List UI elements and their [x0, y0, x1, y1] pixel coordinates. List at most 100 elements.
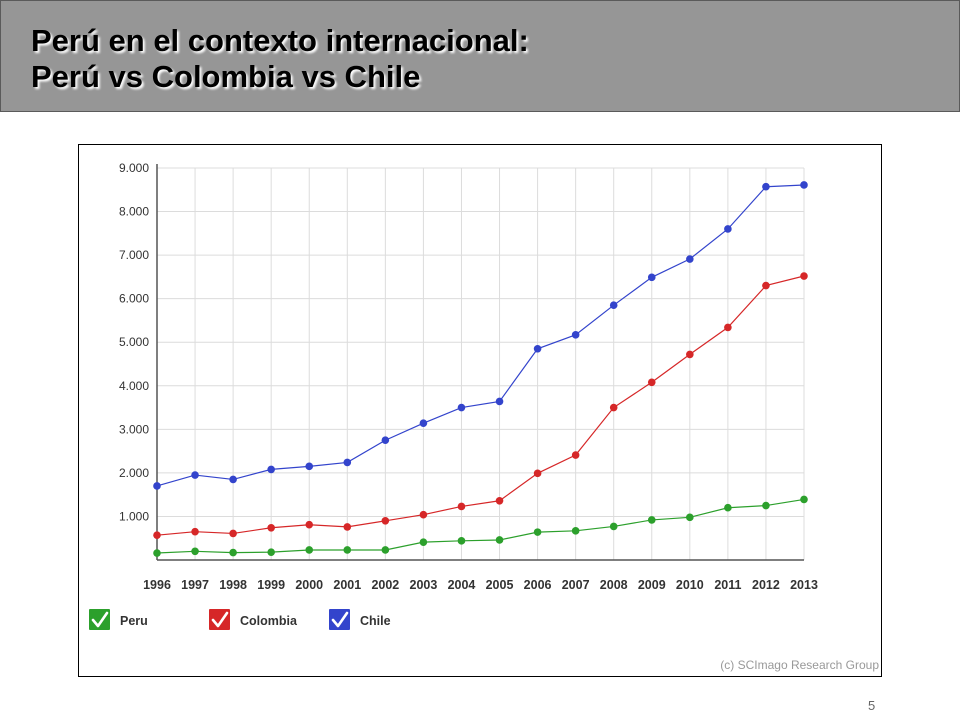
y-tick-label: 2.000	[119, 466, 149, 480]
data-point-chile	[609, 301, 618, 309]
data-point-peru	[229, 548, 237, 557]
data-point-chile	[495, 397, 504, 406]
data-point-colombia	[762, 281, 770, 290]
x-tick-label: 1998	[219, 578, 247, 592]
data-point-colombia	[457, 502, 466, 511]
x-tick-label: 2010	[676, 578, 704, 592]
data-point-chile	[457, 403, 466, 412]
data-point-peru	[153, 549, 161, 557]
x-tick-label: 2000	[295, 578, 323, 592]
x-tick-label: 2001	[333, 578, 361, 592]
legend-label: Chile	[360, 614, 391, 628]
x-tick-label: 2013	[790, 578, 818, 592]
data-point-chile	[724, 225, 732, 233]
data-point-colombia	[267, 523, 275, 532]
legend-item-peru: Peru	[89, 609, 148, 630]
x-tick-label: 2004	[448, 578, 476, 592]
x-tick-label: 2007	[562, 578, 590, 592]
data-point-chile	[343, 458, 352, 467]
checkmark-icon	[211, 611, 229, 628]
data-point-chile	[305, 462, 314, 471]
y-tick-label: 6.000	[119, 292, 149, 306]
watermark-text: (c) SCImago Research Group	[720, 658, 879, 672]
checkmark-icon	[331, 611, 349, 628]
x-tick-label: 2005	[486, 578, 514, 592]
data-point-peru	[267, 548, 275, 556]
data-point-colombia	[571, 451, 580, 459]
data-point-chile	[571, 331, 580, 339]
y-tick-label: 7.000	[119, 248, 149, 262]
data-point-chile	[533, 344, 542, 353]
data-point-peru	[419, 538, 428, 546]
data-point-chile	[647, 273, 656, 282]
data-point-peru	[457, 537, 466, 545]
data-point-colombia	[419, 510, 428, 519]
data-point-chile	[381, 436, 390, 445]
data-point-colombia	[647, 378, 656, 387]
data-point-peru	[647, 516, 656, 524]
checkmark-icon	[91, 611, 109, 628]
data-point-colombia	[229, 529, 237, 538]
legend-item-chile: Chile	[329, 609, 391, 630]
x-tick-label: 1999	[257, 578, 285, 592]
page-number: 5	[868, 698, 876, 713]
data-point-colombia	[800, 272, 808, 280]
data-point-peru	[686, 513, 694, 522]
data-point-colombia	[343, 523, 352, 531]
y-tick-label: 4.000	[119, 379, 149, 393]
data-point-chile	[686, 255, 694, 263]
series-line-chile	[156, 184, 805, 487]
data-point-colombia	[191, 527, 199, 536]
chart-container: 1.000 2.000 3.000 4.000 5.000 6.000 7.000 8.000…	[78, 144, 882, 677]
y-tick-label: 1.000	[119, 509, 149, 523]
data-point-peru	[191, 547, 199, 556]
data-point-peru	[495, 536, 504, 544]
data-point-peru	[305, 546, 314, 554]
y-tick-label: 9.000	[119, 161, 149, 175]
legend-label: Peru	[120, 614, 148, 628]
data-point-peru	[609, 522, 618, 531]
slide-title-bar: Perú en el contexto internacional: Perú …	[0, 0, 960, 112]
data-point-peru	[343, 546, 352, 554]
data-point-chile	[419, 419, 428, 428]
legend-label: Colombia	[240, 614, 298, 628]
x-tick-label: 2003	[410, 578, 438, 592]
data-point-colombia	[153, 531, 161, 539]
data-point-peru	[800, 495, 808, 504]
data-point-peru	[571, 527, 580, 535]
y-tick-label: 8.000	[119, 205, 149, 219]
data-point-colombia	[686, 350, 694, 359]
data-point-peru	[533, 528, 542, 536]
data-point-chile	[153, 482, 161, 490]
data-point-colombia	[533, 469, 542, 478]
data-point-chile	[191, 471, 199, 479]
data-point-chile	[800, 181, 808, 189]
data-point-chile	[229, 475, 237, 484]
series-line-peru	[156, 498, 805, 554]
data-point-colombia	[495, 496, 504, 505]
x-tick-label: 2008	[600, 578, 628, 592]
x-tick-label: 2012	[752, 578, 780, 592]
x-tick-label: 2011	[714, 578, 741, 592]
x-tick-label: 2009	[638, 578, 666, 592]
data-point-chile	[762, 182, 770, 191]
x-tick-label: 2006	[524, 578, 552, 592]
line-chart: 1.000 2.000 3.000 4.000 5.000 6.000 7.000 8.000…	[89, 161, 879, 672]
data-point-colombia	[724, 323, 732, 332]
x-tick-label: 1996	[143, 578, 171, 592]
legend-item-colombia: Colombia	[209, 609, 298, 630]
y-tick-label: 3.000	[119, 422, 149, 436]
data-point-colombia	[305, 520, 314, 529]
x-tick-label: 2002	[371, 578, 399, 592]
y-tick-label: 5.000	[119, 335, 149, 349]
series-line-colombia	[156, 275, 805, 536]
data-point-peru	[724, 503, 732, 512]
data-point-peru	[762, 501, 770, 510]
data-point-chile	[267, 465, 275, 474]
data-point-peru	[381, 546, 390, 554]
data-point-colombia	[609, 403, 618, 412]
slide-title-line-1: Perú en el contexto internacional:	[31, 23, 529, 58]
data-point-colombia	[381, 517, 390, 525]
slide-title-line-2: Perú vs Colombia vs Chile	[31, 59, 421, 94]
x-tick-label: 1997	[181, 578, 209, 592]
